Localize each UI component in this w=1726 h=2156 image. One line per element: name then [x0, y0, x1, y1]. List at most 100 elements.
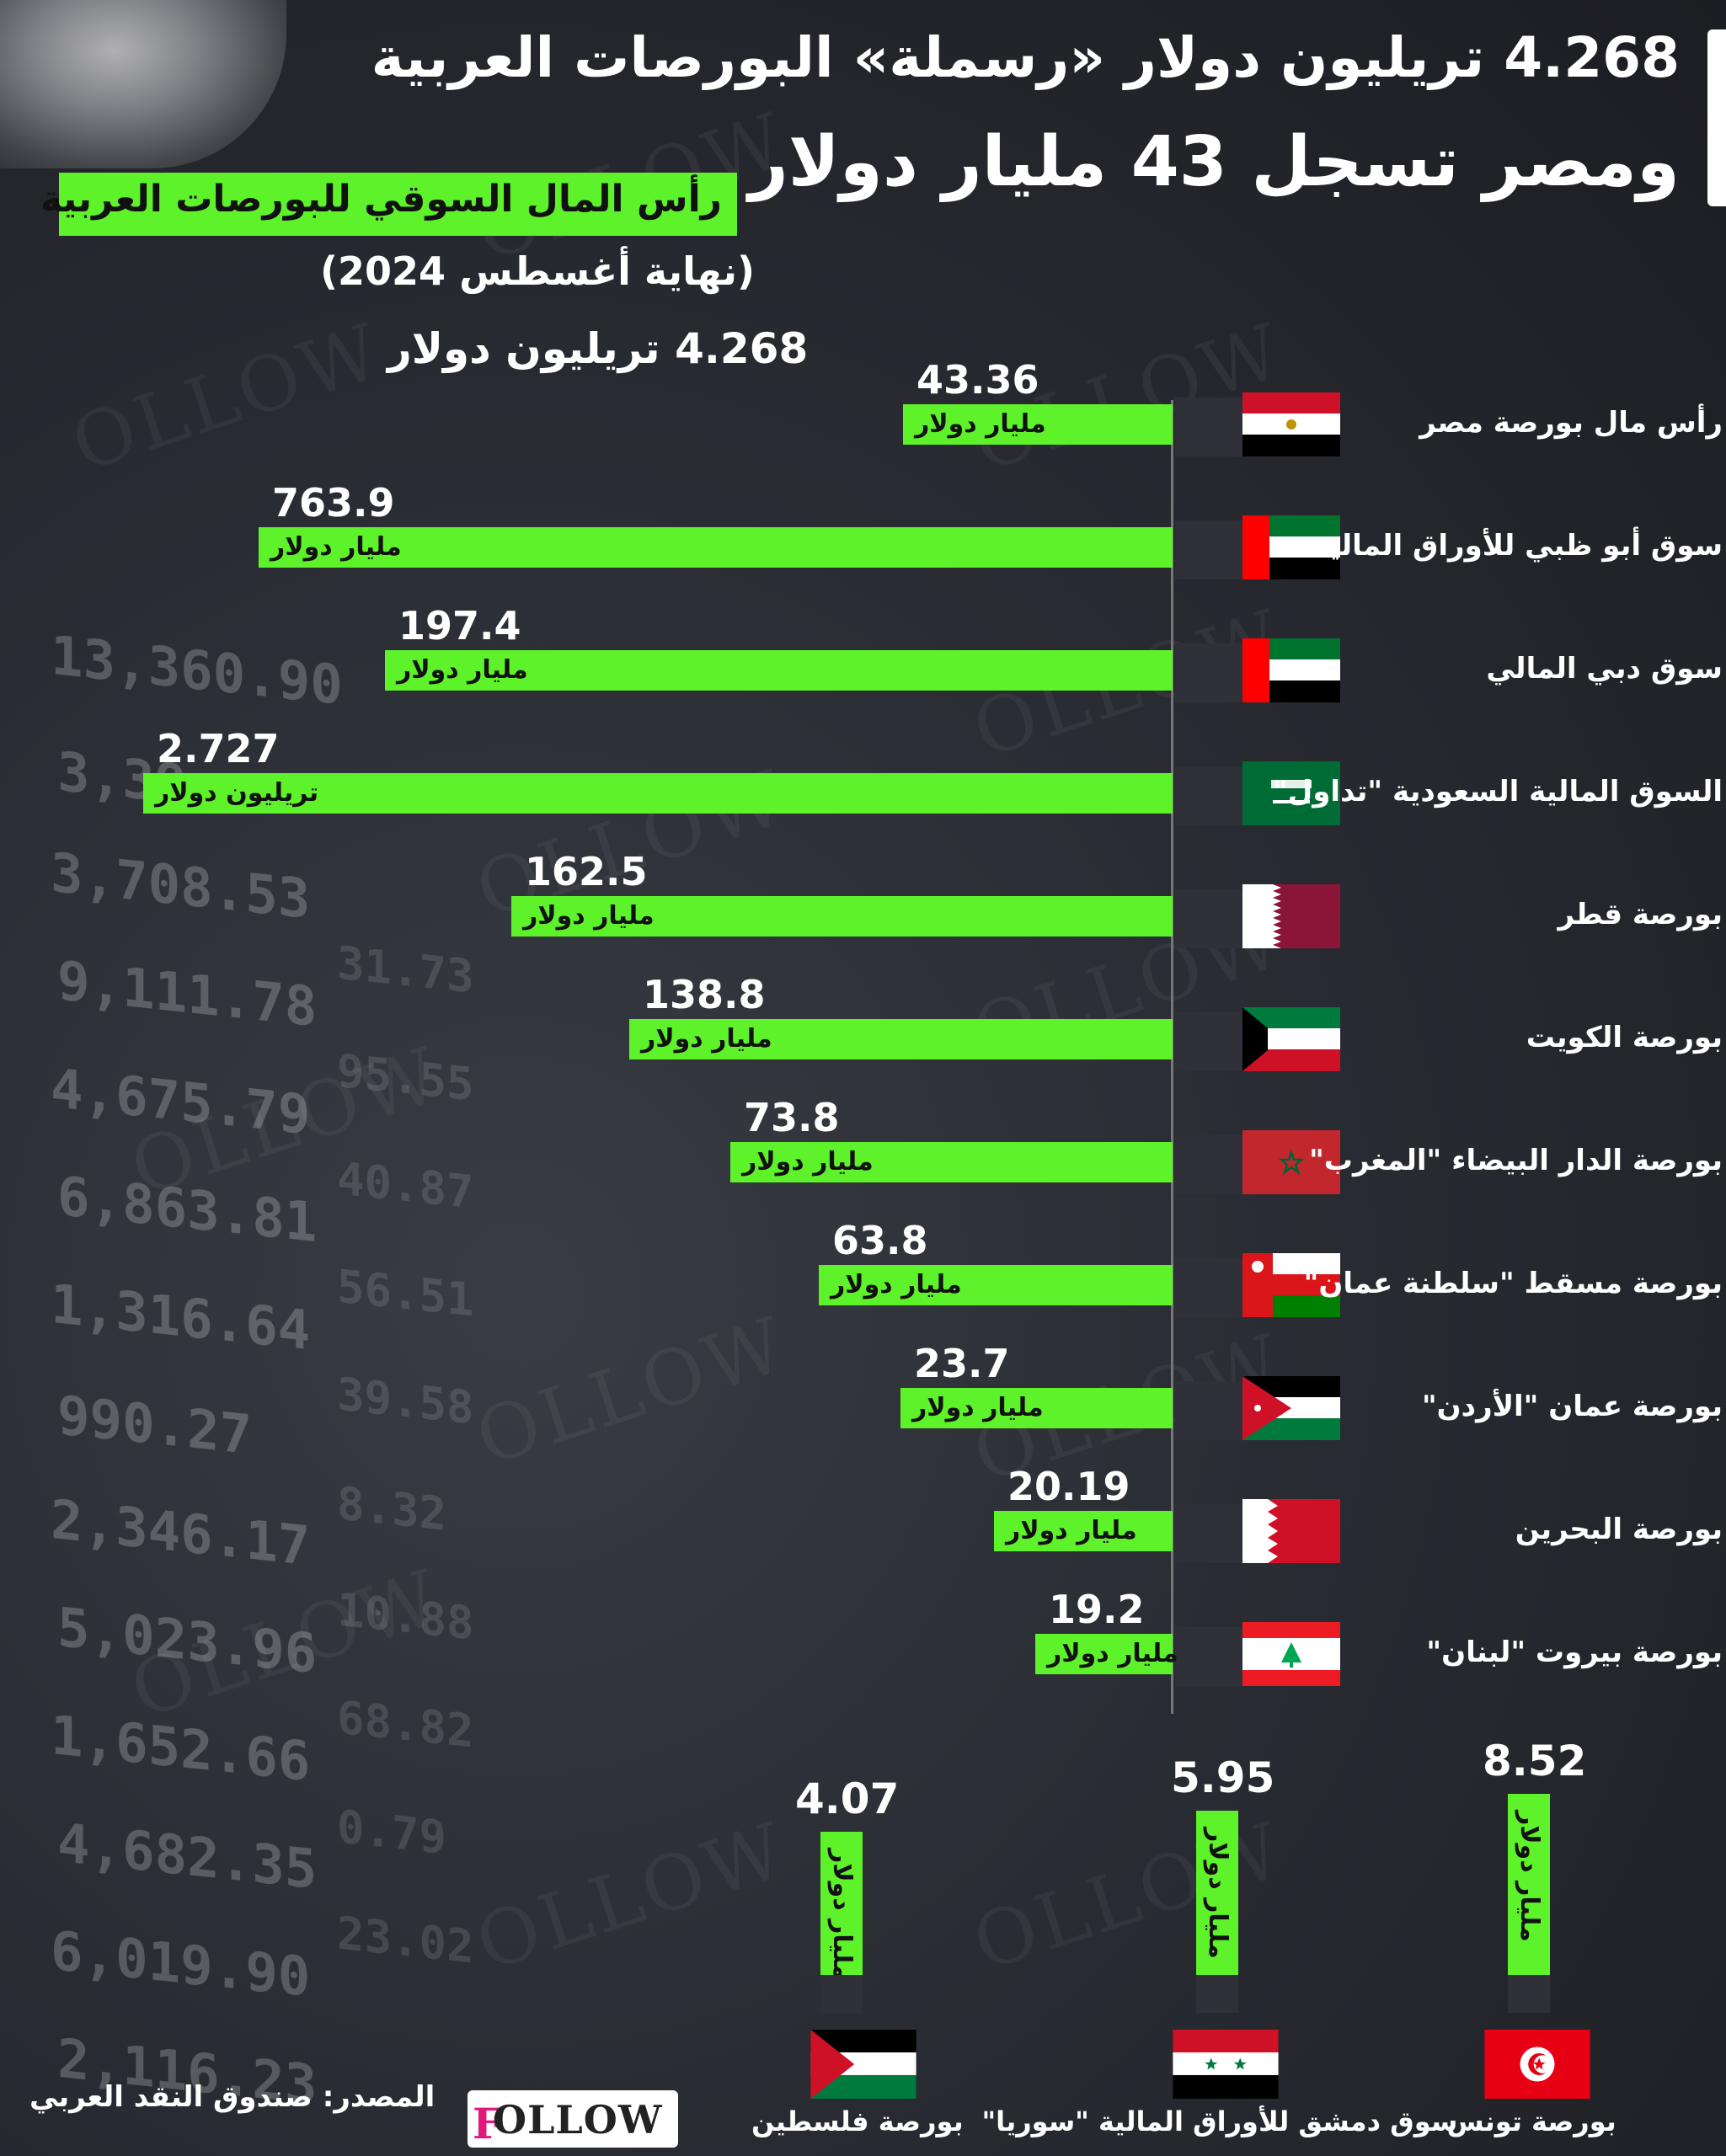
title-accent-bar [1707, 29, 1726, 206]
flag-saudi-icon [1242, 761, 1340, 825]
row-slot [1175, 520, 1242, 579]
bar-unit-label: تريليون دولار [155, 778, 319, 808]
column-value-label: 8.52 [1483, 1737, 1587, 1785]
bar: مليار دولار [385, 650, 1173, 691]
decorative-lips-image [0, 0, 286, 168]
bar-unit-label: مليار دولار [915, 409, 1046, 439]
column-bar [820, 1832, 863, 1975]
bar: تريليون دولار [143, 773, 1173, 814]
bar-value-label: 73.8 [744, 1095, 840, 1140]
page-title-line1: 4.268 تريليون دولار «رسملة» البورصات الع… [371, 25, 1680, 90]
bar-value-label: 19.2 [1049, 1587, 1145, 1632]
watermark: OLLOW [466, 1805, 798, 1989]
page-title-line2: ومصر تسجل 43 مليار دولار [748, 122, 1680, 202]
bar-value-label: 63.8 [832, 1218, 928, 1263]
logo-mark: F [473, 2099, 503, 2148]
background-ticker-value: 2,346.17 [51, 1488, 311, 1579]
background-ticker-small: 95.55 [337, 1043, 474, 1112]
column-slot [820, 1975, 863, 2013]
bar-value-label: 138.8 [643, 972, 766, 1017]
flag-oman-icon [1242, 1253, 1340, 1317]
source-credit: المصدر: صندوق النقد العربي [29, 2080, 436, 2114]
row-label: بورصة الدار البيضاء "المغرب" [1309, 1144, 1723, 1177]
background-ticker-value: 13,360.90 [51, 624, 343, 718]
row-slot [1175, 643, 1242, 702]
row-label: سوق دبي المالي [1486, 652, 1723, 686]
column-value-label: 5.95 [1171, 1753, 1275, 1802]
background-ticker-value: 5,023.96 [57, 1596, 318, 1687]
background-ticker-value: 1,316.64 [51, 1273, 311, 1364]
bar: مليار دولار [1035, 1634, 1178, 1674]
bar-value-label: 763.9 [272, 480, 395, 526]
chart-subtitle-box: رأس المال السوقي للبورصات العربية [40, 173, 737, 236]
column-value-label: 4.07 [795, 1774, 900, 1823]
row-slot [1175, 1504, 1242, 1563]
flag-jordan-icon [1242, 1376, 1340, 1440]
watermark: OLLOW [466, 1299, 798, 1484]
column-label: بورصة تونس [1446, 2105, 1616, 2137]
flag-uae-icon [1242, 515, 1340, 579]
column-bar [1196, 1811, 1238, 1975]
bar-unit-label: مليار دولار [742, 1147, 874, 1177]
background-ticker-value: 990.27 [57, 1384, 253, 1468]
flag-syria-icon [1171, 2030, 1280, 2099]
background-ticker-small: 8.32 [337, 1476, 447, 1541]
bar: مليار دولار [629, 1019, 1173, 1059]
background-ticker-value: 9,111.78 [57, 949, 318, 1040]
watermark: OLLOW [120, 1552, 452, 1737]
column-label: بورصة فلسطين [751, 2105, 964, 2137]
flag-palestine-icon [809, 2030, 918, 2099]
bar: مليار دولار [994, 1511, 1173, 1551]
row-slot [1175, 1135, 1242, 1194]
flag-tunisia-icon [1483, 2030, 1592, 2099]
row-label: رأس مال بورصة مصر [1419, 406, 1723, 440]
column-unit-label: مليار دولار [1515, 1811, 1544, 1942]
background-ticker-value: 1,652.66 [51, 1704, 311, 1795]
flag-egypt-icon [1242, 392, 1340, 456]
chart-subtitle: رأس المال السوقي للبورصات العربية [40, 178, 722, 221]
row-slot [1175, 1381, 1242, 1440]
bar-unit-label: مليار دولار [1047, 1639, 1178, 1668]
column-label: سوق دمشق للأوراق المالية "سوريا" [981, 2105, 1458, 2137]
bar-unit-label: مليار دولار [1006, 1516, 1137, 1545]
bar: مليار دولار [511, 896, 1173, 937]
row-slot [1175, 1012, 1242, 1071]
flag-uae-icon [1242, 638, 1340, 702]
watermark: OLLOW [963, 1805, 1295, 1989]
bar-value-label: 162.5 [525, 849, 648, 894]
bar: مليار دولار [819, 1265, 1173, 1305]
background-ticker-value: 6,019.90 [51, 1919, 311, 2010]
background-ticker-value: 3,708.53 [51, 841, 311, 932]
bar-unit-label: مليار دولار [397, 655, 528, 685]
background-ticker-small: 10.88 [337, 1582, 474, 1651]
column-slot [1196, 1975, 1238, 2013]
row-label: بورصة الكويت [1526, 1021, 1723, 1054]
chart-total: 4.268 تريليون دولار [387, 324, 809, 373]
bar-value-label: 2.727 [157, 726, 280, 771]
row-slot [1175, 766, 1242, 825]
bar-value-label: 23.7 [914, 1341, 1010, 1386]
flag-qatar-icon [1242, 884, 1340, 948]
background-ticker-small: 39.58 [337, 1367, 474, 1435]
background-ticker-small: 0.79 [337, 1800, 447, 1865]
background-ticker-small: 31.73 [337, 936, 474, 1004]
bar: مليار دولار [900, 1388, 1173, 1428]
background-ticker-small: 56.51 [337, 1259, 474, 1327]
bar-unit-label: مليار دولار [912, 1393, 1044, 1422]
row-label: بورصة مسقط "سلطنة عمان" [1303, 1267, 1723, 1300]
column-unit-label: مليار دولار [827, 1849, 857, 1980]
background-ticker-small: 23.02 [337, 1906, 474, 1974]
row-label: بورصة البحرين [1515, 1513, 1723, 1546]
background-ticker-small: 40.87 [337, 1151, 474, 1219]
background-ticker-small: 68.82 [337, 1690, 474, 1758]
bar: مليار دولار [903, 404, 1173, 445]
bar-unit-label: مليار دولار [523, 901, 655, 931]
bar-value-label: 197.4 [398, 603, 521, 648]
row-slot [1175, 398, 1242, 456]
column-bar [1508, 1794, 1550, 1975]
bar: مليار دولار [730, 1142, 1173, 1182]
row-label: بورصة بيروت "لبنان" [1426, 1636, 1723, 1669]
row-label: بورصة عمان "الأردن" [1421, 1390, 1723, 1423]
bar-unit-label: مليار دولار [831, 1270, 962, 1299]
